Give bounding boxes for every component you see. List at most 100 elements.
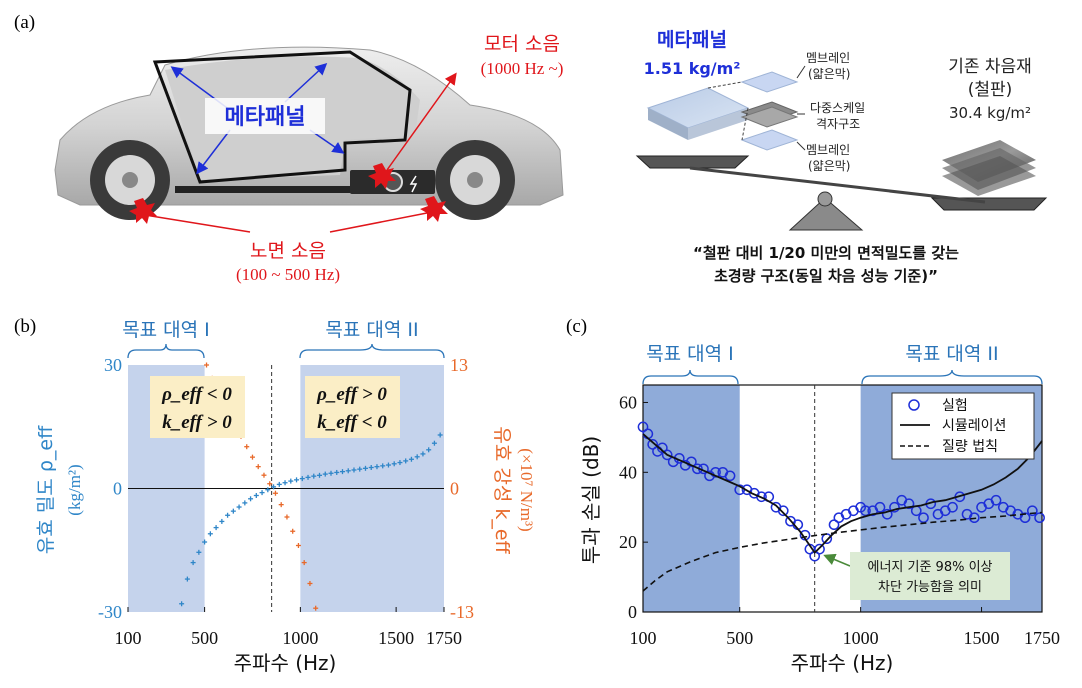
motor-noise-label: 모터 소음: [484, 33, 560, 55]
rho-point: [322, 471, 328, 477]
k-point: [272, 490, 278, 496]
experiment-point: [889, 501, 900, 513]
left-pan: [635, 155, 750, 169]
balance-metapanel-density: 1.51 kg/m²: [644, 59, 741, 78]
rho-point: [242, 500, 248, 506]
rho-point: [362, 465, 368, 471]
rho-point: [317, 472, 323, 478]
x-tick-label-b: 500: [191, 628, 218, 648]
existing-density: 30.4 kg/m²: [949, 104, 1031, 122]
legend-marker-experiment: [908, 399, 920, 411]
layer-bottom-line2: (얇은막): [808, 159, 850, 173]
plot-c: 100 500 1000 1500 1750 0 20 40 60: [619, 384, 1060, 648]
x-axis-label-c: 주파수 (Hz): [791, 651, 894, 675]
k-point: [295, 543, 301, 548]
rho-point: [184, 576, 190, 582]
annotation-line2: 차단 가능함을 의미: [878, 580, 982, 595]
rho-point: [207, 531, 213, 537]
y-axis-unit-left: (kg/m²): [65, 464, 84, 515]
k-point: [284, 514, 290, 520]
rho-point: [403, 458, 409, 464]
rho-point: [357, 466, 363, 472]
brace-band1: [127, 343, 205, 359]
panel-a-label: (a): [14, 12, 35, 33]
panel-c: (c) 100 500 1000 1500 1750 0 20 40 60 목표 대역 I 목표…: [566, 316, 1060, 675]
panel-b-label: (b): [14, 316, 36, 337]
rho-point: [420, 451, 426, 457]
k-point: [244, 444, 250, 450]
mass-law-line: [642, 511, 1043, 592]
rho-point: [311, 473, 317, 479]
k-point: [290, 528, 296, 534]
rho-point: [397, 460, 403, 466]
rho-point: [368, 465, 374, 471]
rho-point: [305, 474, 311, 480]
rho-point: [202, 539, 208, 545]
layer-mid-line2: 격자구조: [816, 117, 860, 131]
metapanel-car-label: 메타패널: [225, 105, 306, 130]
experiment-point: [990, 494, 1002, 506]
rho-point: [236, 504, 242, 510]
rho-point: [328, 470, 334, 476]
experiment-point: [656, 442, 668, 454]
rho-point: [408, 456, 414, 462]
rho-point: [426, 447, 432, 453]
legend-label-simulation: 시뮬레이션: [942, 418, 1006, 434]
road-noise-burst-front: [129, 198, 157, 224]
k-point: [307, 581, 313, 586]
band-2-label-c: 목표 대역 II: [905, 343, 998, 365]
road-noise-burst-rear: [420, 196, 448, 222]
y-left-tick-label: -30: [98, 602, 122, 622]
x-tick-label-c: 1000: [843, 628, 879, 648]
simulation-line: [642, 433, 1043, 554]
experiment-point: [724, 470, 736, 482]
x-axis-label-b: 주파수 (Hz): [234, 651, 337, 675]
k-point: [301, 560, 307, 566]
band-1-label: 목표 대역 I: [122, 319, 210, 341]
experiment-point: [903, 498, 915, 510]
experiment-point: [637, 421, 649, 433]
k-point: [204, 362, 210, 368]
rho-point: [437, 432, 443, 438]
experiment-point: [647, 439, 659, 450]
rho-point: [282, 480, 288, 486]
y-right-tick-label: 13: [450, 355, 468, 375]
motor-noise-burst: [368, 163, 396, 189]
experiment-point: [777, 505, 789, 517]
rho-point: [288, 478, 294, 484]
y-axis-label-left: 유효 밀도 ρ_eff: [35, 425, 57, 554]
rho-point: [271, 484, 277, 490]
panel-b: (b) 100 500 1000 1500 1750 -30 0 30 -13 0 13 목표 대역…: [14, 316, 536, 675]
band-1-label-c: 목표 대역 I: [646, 343, 734, 365]
k-point: [267, 481, 273, 487]
brace-band1-c: [642, 369, 739, 385]
rho-point: [339, 469, 345, 475]
experiment-point: [814, 543, 825, 555]
annotation-box: [850, 552, 1010, 600]
param-box-1-line1: ρ_eff < 0: [161, 384, 232, 405]
annotation-line1: 에너지 기준 98% 이상: [867, 560, 992, 575]
param-box-1: [150, 376, 245, 438]
existing-sub: (철판): [968, 80, 1013, 100]
experiment-point: [968, 512, 980, 524]
x-tick-label-c: 1750: [1024, 628, 1060, 648]
k-point: [255, 464, 261, 470]
experiment-point: [874, 501, 886, 513]
experiment-point: [860, 505, 871, 517]
road-noise-label: 노면 소음: [250, 240, 326, 262]
layer-bottom-line1: 멤브레인: [806, 143, 850, 157]
panel-c-label: (c): [566, 316, 587, 337]
k-point: [261, 472, 267, 478]
y-left-tick-label: 30: [104, 355, 122, 375]
rho-point: [385, 462, 391, 468]
param-box-1-line2: k_eff > 0: [162, 412, 232, 433]
panel-a: (a) 메타패널: [14, 12, 1048, 285]
param-box-2-line1: ρ_eff > 0: [316, 384, 387, 405]
rho-point: [213, 525, 219, 531]
rho-point: [391, 461, 397, 467]
experiment-point: [1034, 512, 1045, 524]
legend-c: 실험 시뮬레이션 질량 법칙: [891, 392, 1035, 460]
fulcrum: [788, 197, 864, 231]
y-right-tick-label: -13: [450, 602, 474, 622]
x-tick-label-c: 500: [726, 628, 753, 648]
